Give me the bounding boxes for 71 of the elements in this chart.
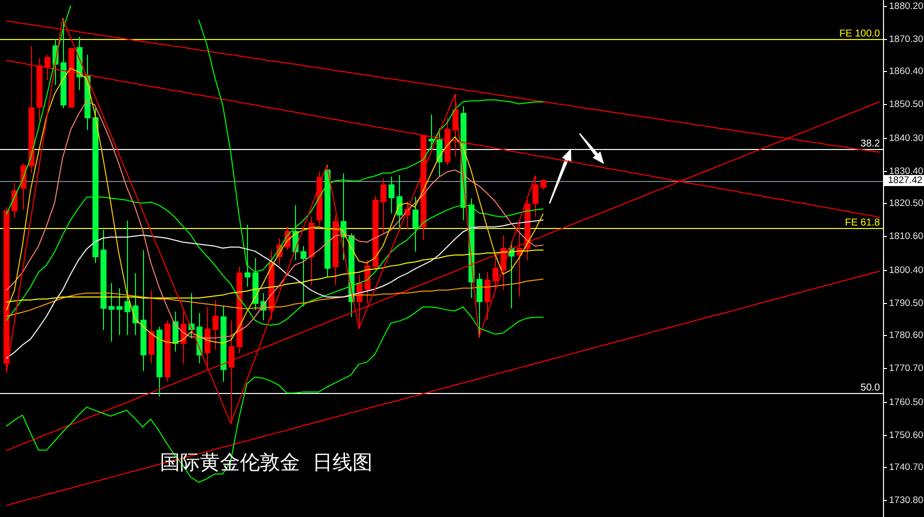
candlestick xyxy=(124,220,130,336)
candlestick xyxy=(372,195,378,270)
y-tick-label: 1770.70 xyxy=(889,363,924,374)
y-tick-label: 1830.40 xyxy=(889,166,924,177)
candlestick xyxy=(100,229,106,331)
y-tick-label: 1760.50 xyxy=(889,397,924,408)
candlestick xyxy=(476,272,482,338)
candlestick xyxy=(204,306,210,371)
candlestick xyxy=(180,311,186,364)
annotation: FE 61.8 xyxy=(844,218,880,228)
candlestick xyxy=(156,326,162,398)
candlestick xyxy=(388,176,394,214)
candlestick xyxy=(412,196,418,252)
y-tick-label: 1850.50 xyxy=(889,99,924,110)
annotation: 50.0 xyxy=(860,382,880,394)
candlestick xyxy=(444,118,450,166)
candlestick xyxy=(252,258,258,310)
line-series xyxy=(6,270,880,506)
candlestick xyxy=(428,114,434,150)
candlestick xyxy=(92,108,98,264)
candlestick xyxy=(404,201,410,230)
y-tick-label: 1870.30 xyxy=(889,34,924,45)
y-tick-label: 1840.30 xyxy=(889,133,924,144)
candlestick xyxy=(396,174,402,230)
y-tick-label: 1810.60 xyxy=(889,231,924,242)
candlestick xyxy=(60,18,66,109)
candlestick xyxy=(140,250,146,372)
candlestick xyxy=(148,290,154,364)
candlestick xyxy=(164,320,170,382)
candlestick xyxy=(516,221,522,298)
candlestick xyxy=(452,94,458,158)
candlestick xyxy=(236,266,242,354)
annotation: FE 100.0 xyxy=(839,28,880,40)
candlestick xyxy=(308,216,314,286)
candlestick xyxy=(220,305,226,382)
candlestick xyxy=(324,164,330,278)
y-tick-label: 1820.50 xyxy=(889,198,924,209)
candlestick xyxy=(108,282,114,342)
candlestick xyxy=(212,300,218,350)
ref-line-label: 1827.42 xyxy=(888,175,922,186)
candlestick xyxy=(116,288,122,336)
candlestick xyxy=(316,171,322,226)
y-tick-label: 1880.20 xyxy=(889,1,924,12)
candlestick xyxy=(244,224,250,288)
y-tick-label: 1860.40 xyxy=(889,66,924,77)
candlestick xyxy=(380,178,386,234)
candlestick xyxy=(364,259,370,304)
y-tick-label: 1780.60 xyxy=(889,330,924,341)
candlestick xyxy=(356,274,362,329)
candlestick xyxy=(500,234,506,291)
candlestick xyxy=(484,271,490,321)
y-tick-label: 1730.80 xyxy=(889,495,924,506)
candlestick xyxy=(436,128,442,178)
candlestick xyxy=(132,272,138,336)
candlestick xyxy=(492,254,498,291)
line-series xyxy=(6,196,544,326)
line-series xyxy=(6,219,544,359)
y-tick-label: 1740.70 xyxy=(889,462,924,473)
candlestick xyxy=(188,292,194,339)
y-tick-label: 1790.50 xyxy=(889,298,924,309)
line-series xyxy=(6,250,544,302)
candlestick xyxy=(172,311,178,352)
candlestick xyxy=(332,214,338,286)
candlestick xyxy=(340,172,346,260)
y-tick-label: 1800.40 xyxy=(889,265,924,276)
candlestick xyxy=(540,178,546,190)
line-series xyxy=(6,306,544,483)
candlestick xyxy=(300,246,306,308)
y-tick-label: 1750.60 xyxy=(889,430,924,441)
line-series xyxy=(6,278,544,317)
annotation: 38.2 xyxy=(860,138,880,150)
